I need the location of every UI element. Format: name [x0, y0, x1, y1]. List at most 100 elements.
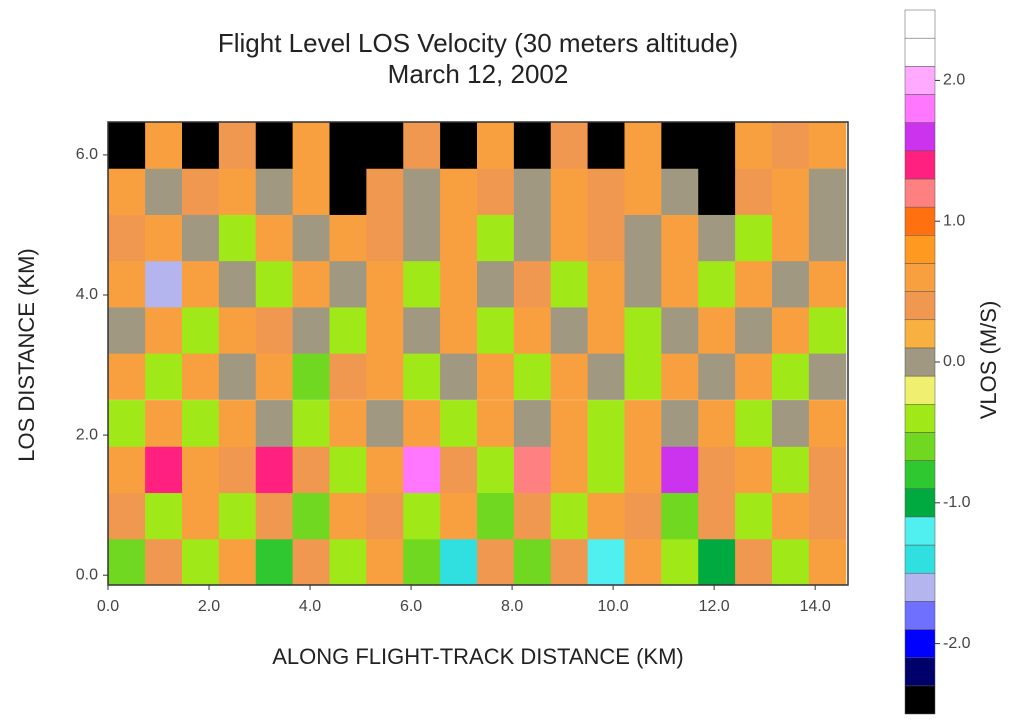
heatmap-cell: [255, 168, 294, 215]
heatmap-cell: [513, 400, 552, 447]
heatmap-cell: [550, 400, 589, 447]
heatmap-cell: [587, 492, 625, 540]
heatmap-cell: [255, 122, 294, 169]
heatmap-cell: [440, 446, 478, 494]
heatmap-cell: [513, 353, 552, 400]
x-tick-label: 14.0: [800, 598, 831, 615]
colorbar-tick-label: 2.0: [943, 72, 965, 89]
heatmap-cell: [550, 492, 589, 540]
heatmap-cell: [145, 214, 183, 262]
heatmap-cell: [292, 446, 330, 494]
heatmap-cell: [218, 538, 257, 586]
y-tick-label: 6.0: [76, 146, 98, 163]
heatmap-cell: [145, 400, 183, 447]
heatmap-cell: [255, 353, 294, 400]
heatmap-cell: [735, 353, 773, 400]
heatmap-cell: [329, 306, 367, 354]
heatmap-cell: [255, 260, 294, 308]
heatmap-cell: [440, 122, 478, 169]
heatmap-cell: [366, 538, 404, 586]
heatmap-cell: [661, 168, 699, 215]
heatmap-cell: [513, 538, 552, 586]
heatmap-cell: [182, 122, 220, 169]
colorbar-label: VLOS (M/S): [976, 301, 1001, 420]
heatmap-cell: [513, 260, 552, 308]
heatmap-cell: [440, 538, 478, 586]
heatmap-cell: [735, 306, 773, 354]
heatmap-cell: [145, 446, 183, 494]
colorbar-swatch: [904, 37, 936, 67]
heatmap-cell: [218, 353, 257, 400]
heatmap-cell: [624, 400, 662, 447]
heatmap-cell: [108, 538, 146, 586]
colorbar-tick-label: -2.0: [943, 635, 971, 652]
heatmap-cell: [329, 400, 367, 447]
heatmap-cell: [440, 214, 478, 262]
heatmap-cell: [771, 538, 810, 586]
colorbar-swatch: [904, 9, 936, 39]
heatmap-cell: [108, 446, 146, 494]
heatmap-cell: [403, 122, 441, 169]
heatmap-cell: [771, 492, 810, 540]
x-tick-label: 10.0: [598, 598, 629, 615]
heatmap-cell: [698, 260, 736, 308]
heatmap-cell: [587, 260, 625, 308]
heatmap-cell: [550, 122, 589, 169]
x-tick-label: 8.0: [501, 598, 523, 615]
heatmap-cell: [108, 168, 146, 215]
heatmap-cell: [771, 168, 810, 215]
y-tick-label: 4.0: [76, 286, 98, 303]
heatmap-cell: [329, 446, 367, 494]
heatmap-cell: [808, 168, 847, 215]
heatmap-cell: [808, 492, 847, 540]
colorbar-swatch: [904, 206, 936, 236]
heatmap-cell: [550, 168, 589, 215]
heatmap-cell: [698, 353, 736, 400]
heatmap-cell: [661, 538, 699, 586]
colorbar-swatch: [904, 488, 936, 518]
x-tick-label: 6.0: [400, 598, 422, 615]
heatmap-cell: [292, 214, 330, 262]
colorbar-swatch: [904, 291, 936, 321]
colorbar-swatch: [904, 66, 936, 95]
heatmap-cell: [624, 306, 662, 354]
heatmap-cell: [108, 400, 146, 447]
heatmap-cell: [145, 492, 183, 540]
heatmap-cell: [182, 353, 220, 400]
heatmap-cell: [587, 353, 625, 400]
heatmap-cell: [808, 214, 847, 262]
heatmap-cell: [735, 400, 773, 447]
heatmap-cell: [440, 260, 478, 308]
y-tick-label: 0.0: [76, 566, 98, 583]
heatmap-cell: [218, 446, 257, 494]
heatmap-cell: [808, 353, 847, 400]
heatmap-cell: [513, 168, 552, 215]
heatmap-cell: [366, 492, 404, 540]
heatmap-cell: [735, 492, 773, 540]
heatmap-cell: [550, 260, 589, 308]
heatmap-cell: [624, 492, 662, 540]
heatmap-cell: [808, 122, 847, 169]
y-axis-label: LOS DISTANCE (KM): [14, 248, 39, 462]
colorbar-swatch: [904, 460, 936, 489]
heatmap-cell: [771, 400, 810, 447]
heatmap-cell: [808, 400, 847, 447]
heatmap-cell: [735, 446, 773, 494]
colorbar-swatch: [904, 544, 936, 574]
heatmap-cell: [808, 538, 847, 586]
heatmap-cell: [218, 260, 257, 308]
heatmap-cell: [661, 260, 699, 308]
heatmap-cell: [808, 260, 847, 308]
heatmap-cell: [292, 353, 330, 400]
colorbar-swatch: [904, 657, 936, 687]
heatmap-cell: [698, 168, 736, 215]
heatmap-cell: [735, 214, 773, 262]
heatmap-cell: [145, 122, 183, 169]
heatmap-cell: [624, 538, 662, 586]
heatmap-cell: [255, 306, 294, 354]
heatmap-cell: [329, 214, 367, 262]
heatmap-cell: [366, 168, 404, 215]
heatmap-cell: [329, 492, 367, 540]
heatmap-cell: [440, 492, 478, 540]
heatmap-cell: [587, 122, 625, 169]
